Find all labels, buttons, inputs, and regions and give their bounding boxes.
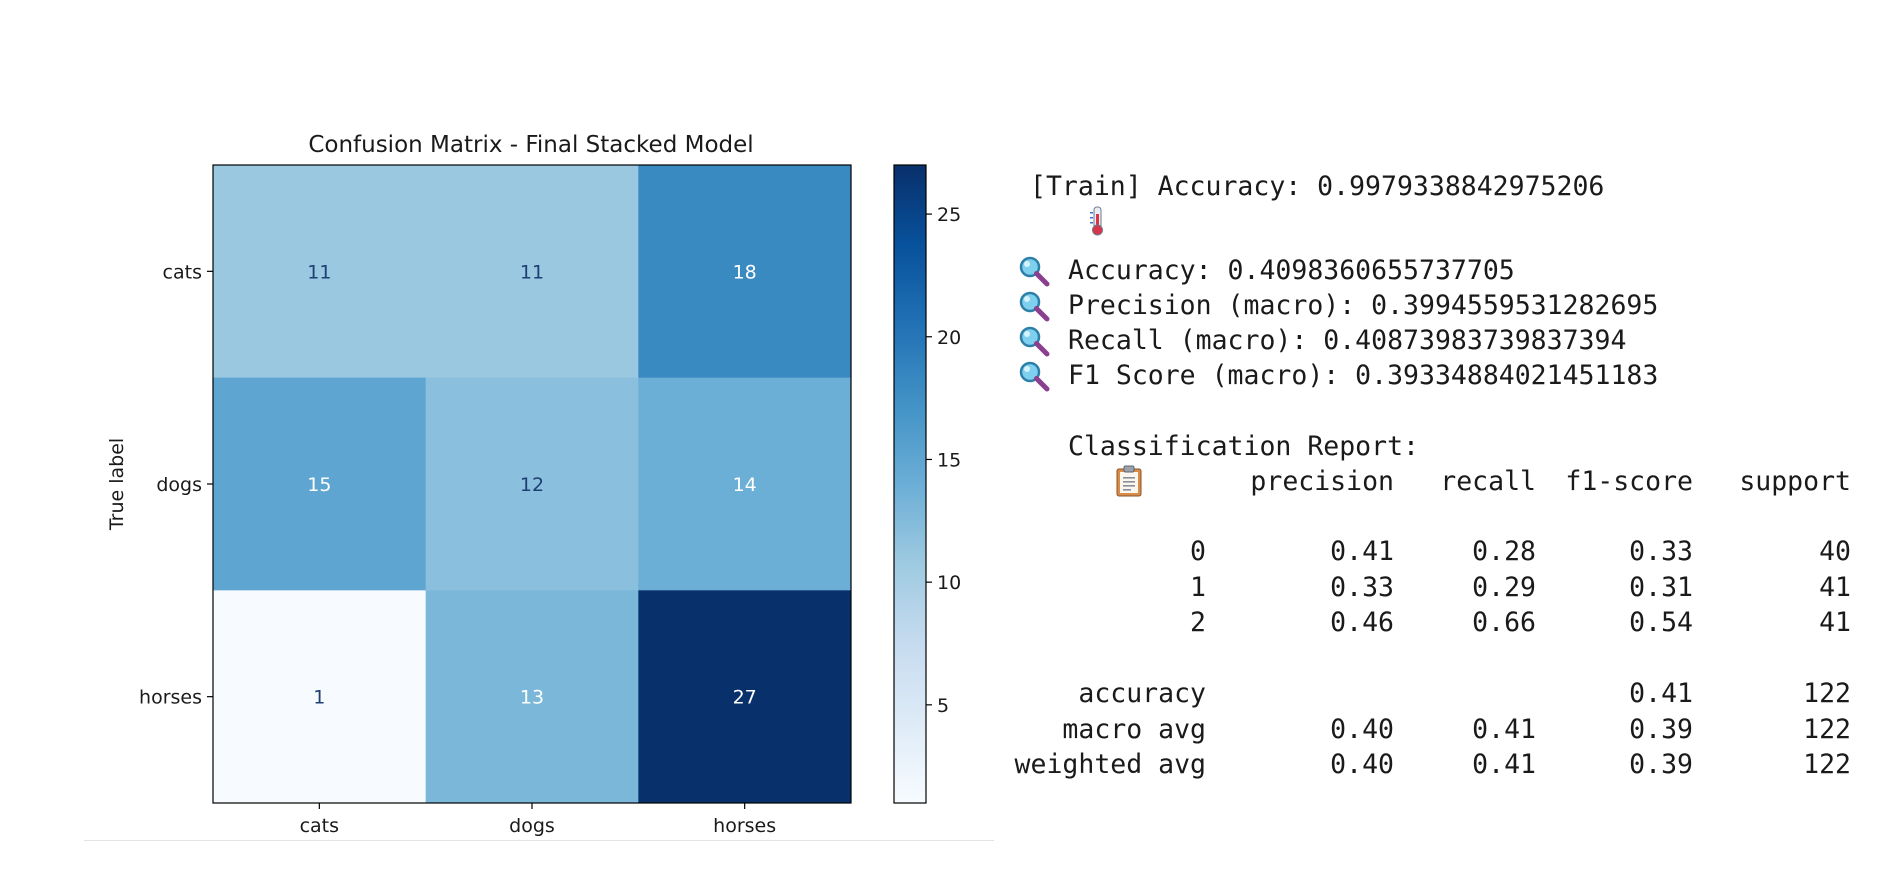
report-cell: 0.33	[1629, 536, 1693, 567]
heatmap-cell	[213, 165, 427, 379]
colorbar-tick-label: 15	[937, 449, 961, 471]
colorbar-tick-label: 5	[937, 695, 949, 717]
report-cell: 0.41	[1629, 678, 1693, 709]
heatmap-value-labels: 11 11 18 15 12 14 1 13 27	[307, 261, 757, 708]
report-row-label: accuracy	[1078, 678, 1206, 709]
report-column-header: precision	[1250, 466, 1394, 497]
heatmap-cell	[638, 377, 852, 591]
divider	[84, 840, 994, 841]
cell-value-label: 11	[307, 261, 331, 283]
report-row-label: 1	[1190, 571, 1206, 603]
report-cell: 122	[1803, 749, 1851, 780]
y-axis-label: True label	[106, 438, 128, 531]
heatmap-cell	[638, 590, 852, 804]
report-column-header: recall	[1440, 466, 1536, 497]
report-header-row: precision recall f1-score support	[990, 465, 1860, 499]
report-row: 0 0.41 0.28 0.33 40	[990, 535, 1860, 569]
report-cell: 0.46	[1330, 607, 1394, 638]
y-tick-label: cats	[163, 261, 202, 283]
x-tick-label: cats	[300, 815, 339, 837]
report-row: accuracy 0.41 122	[990, 677, 1860, 711]
colorbar-tick-label: 10	[937, 572, 961, 594]
report-cell: 0.41	[1472, 749, 1536, 780]
heatmap-cell	[638, 165, 852, 379]
report-cell: 0.40	[1330, 749, 1394, 780]
report-row-label: 2	[1190, 607, 1206, 638]
thermometer-icon	[994, 172, 1103, 236]
report-cell: 0.39	[1629, 713, 1693, 745]
report-cell: 0.54	[1629, 607, 1693, 638]
report-row-label: weighted avg	[1014, 749, 1206, 780]
magnifying-glass-icon	[1018, 360, 1050, 392]
colorbar: 5 10 15 20 25	[893, 164, 961, 804]
report-cell: 0.41	[1472, 713, 1536, 745]
magnifying-glass-icon	[1018, 290, 1050, 322]
axis-ticks: cats dogs horses cats dogs horses	[139, 261, 776, 837]
heatmap-frame	[212, 164, 852, 804]
metric-line: F1 Score (macro): 0.39334884021451183	[990, 359, 1850, 393]
heatmap-cell	[213, 377, 427, 591]
cell-value-label: 18	[733, 261, 757, 283]
heatmap-cell	[425, 590, 639, 804]
cell-value-label: 1	[313, 687, 325, 709]
report-row-label: macro avg	[1062, 713, 1206, 745]
report-row-label: 0	[1190, 536, 1206, 567]
metric-text: F1 Score (macro): 0.39334884021451183	[1068, 360, 1659, 391]
metric-line: Precision (macro): 0.3994559531282695	[990, 289, 1850, 323]
report-cell: 0.66	[1472, 607, 1536, 638]
report-cell: 0.33	[1330, 571, 1394, 603]
magnifying-glass-icon	[1018, 255, 1050, 287]
y-tick-label: horses	[139, 687, 202, 709]
magnifying-glass-icon	[1018, 325, 1050, 357]
cell-value-label: 11	[520, 261, 544, 283]
metric-text: Precision (macro): 0.3994559531282695	[1068, 290, 1659, 321]
colorbar-gradient	[893, 164, 927, 804]
cell-value-label: 15	[307, 474, 331, 496]
cell-value-label: 14	[733, 474, 757, 496]
heatmap-cell	[425, 165, 639, 379]
report-cell: 0.28	[1472, 536, 1536, 567]
report-column-header: support	[1739, 466, 1851, 497]
heatmap-cell	[213, 590, 427, 804]
report-cell: 0.31	[1629, 571, 1693, 603]
report-cell: 41	[1819, 607, 1851, 638]
report-column-header: f1-score	[1565, 466, 1693, 497]
x-tick-label: horses	[713, 815, 776, 837]
heatmap-cells	[213, 165, 852, 804]
metric-text: Recall (macro): 0.40873983739837394	[1068, 325, 1627, 356]
confusion-matrix-figure: Confusion Matrix - Final Stacked Model T…	[84, 132, 994, 841]
report-row: weighted avg 0.40 0.41 0.39 122	[990, 748, 1860, 782]
report-cell: 0.29	[1472, 571, 1536, 603]
train-accuracy-line: [Train] Accuracy: 0.9979338842975206	[990, 170, 1850, 236]
train-accuracy-text: [Train] Accuracy: 0.9979338842975206	[1030, 171, 1605, 202]
report-cell: 0.39	[1629, 749, 1693, 780]
metric-line: Accuracy: 0.4098360655737705	[990, 254, 1850, 288]
cell-value-label: 27	[733, 687, 757, 709]
metric-line: Recall (macro): 0.40873983739837394	[990, 324, 1850, 358]
report-cell: 41	[1819, 571, 1851, 603]
metric-text: Accuracy: 0.4098360655737705	[1068, 255, 1515, 286]
report-cell: 122	[1803, 713, 1851, 745]
colorbar-tick-label: 25	[937, 204, 961, 226]
cell-value-label: 13	[520, 687, 544, 709]
report-title-line: Classification Report:	[990, 430, 1850, 497]
chart-title: Confusion Matrix - Final Stacked Model	[308, 132, 753, 158]
heatmap-cell	[425, 377, 639, 591]
report-cell: 0.40	[1330, 713, 1394, 745]
cell-value-label: 12	[520, 474, 544, 496]
report-title: Classification Report:	[1068, 431, 1419, 462]
colorbar-tick-label: 20	[937, 327, 961, 349]
report-row: 1 0.33 0.29 0.31 41	[990, 571, 1860, 605]
report-cell: 0.41	[1330, 536, 1394, 567]
report-cell: 122	[1803, 678, 1851, 709]
confusion-matrix-chart: Confusion Matrix - Final Stacked Model T…	[106, 132, 961, 837]
report-cell: 40	[1819, 536, 1851, 567]
clipboard-icon	[1018, 431, 1142, 497]
x-tick-label: dogs	[509, 815, 555, 837]
report-row: macro avg 0.40 0.41 0.39 122	[990, 713, 1860, 747]
y-tick-label: dogs	[156, 474, 202, 496]
report-row: 2 0.46 0.66 0.54 41	[990, 606, 1860, 640]
